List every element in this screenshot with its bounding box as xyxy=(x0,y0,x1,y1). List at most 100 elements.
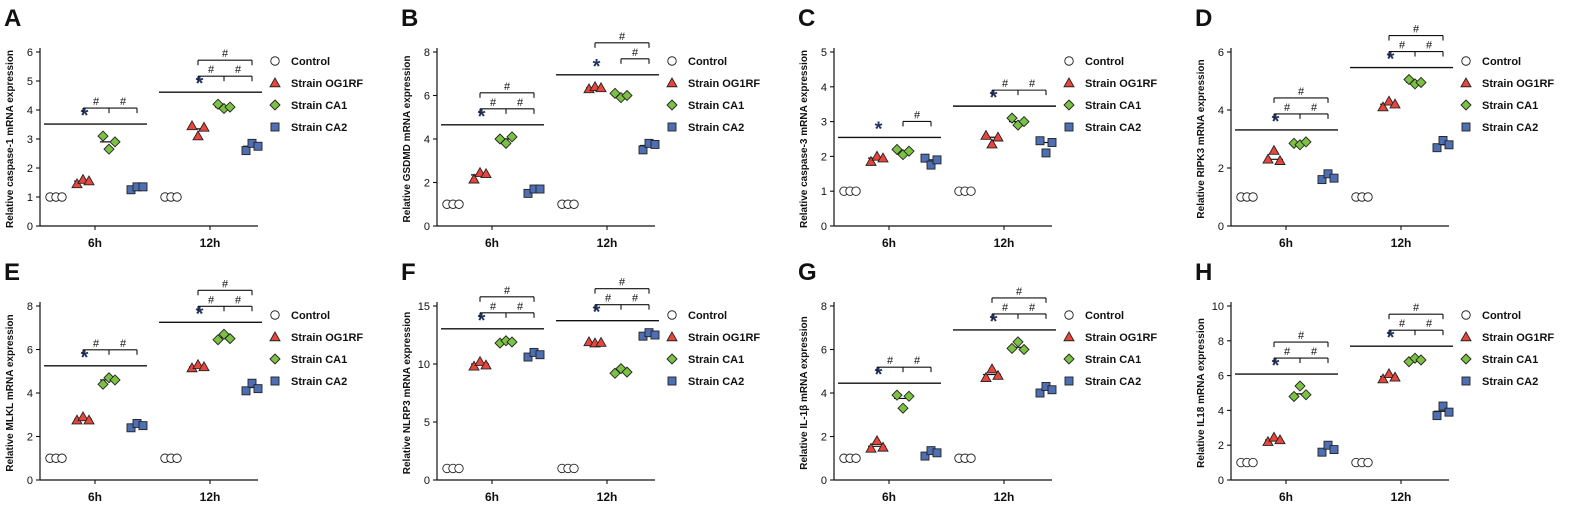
panel-A: A Relative caspase-1 mRNA expression 0 1 2 3 4… xyxy=(4,5,363,250)
hash-symbol: # xyxy=(605,293,612,305)
panel-label: H xyxy=(1195,259,1212,286)
data-point xyxy=(1432,143,1442,153)
data-point xyxy=(920,451,930,461)
y-tick-label: 8 xyxy=(1218,336,1224,348)
x-tick-label: 12h xyxy=(597,490,618,504)
data-point xyxy=(192,130,204,141)
legend-label: Control xyxy=(1085,310,1124,322)
data-point xyxy=(506,131,518,143)
hash-symbol: # xyxy=(1298,330,1305,342)
data-point xyxy=(903,390,915,402)
data-point xyxy=(992,131,1004,142)
data-point xyxy=(241,146,251,156)
data-point xyxy=(1006,112,1018,124)
y-tick-label: 6 xyxy=(821,345,827,357)
hash-symbol: # xyxy=(222,278,229,290)
y-axis-label: Relative caspase-1 mRNA expression xyxy=(5,50,16,228)
data-point xyxy=(523,352,533,362)
data-point xyxy=(57,453,67,463)
data-point xyxy=(865,442,877,453)
panel-F: F Relative NLRP3 mRNA expression 0 5 10 15 6h *… xyxy=(401,259,760,504)
legend-label: Strain OG1RF xyxy=(1482,332,1554,344)
data-point xyxy=(468,173,480,184)
hash-symbol: # xyxy=(887,355,894,367)
data-point xyxy=(1262,153,1274,164)
legend-marker xyxy=(270,122,280,132)
panel-label: C xyxy=(798,5,815,32)
data-point xyxy=(650,139,660,149)
y-axis-label: Relative IL-1β mRNA expression xyxy=(799,316,810,470)
hash-symbol: # xyxy=(1399,40,1406,52)
hash-symbol: # xyxy=(504,285,511,297)
legend-label: Control xyxy=(291,310,330,322)
hash-symbol: # xyxy=(517,97,524,109)
legend-marker xyxy=(667,122,677,132)
data-point xyxy=(83,414,95,425)
data-point xyxy=(109,374,121,386)
significance-star: * xyxy=(196,73,204,95)
data-point xyxy=(480,167,492,179)
legend-label: Strain CA2 xyxy=(688,376,744,388)
y-tick-label: 15 xyxy=(418,301,430,313)
data-point xyxy=(980,371,992,382)
data-point xyxy=(138,421,148,431)
y-axis-label: Relative MLKL mRNA expression xyxy=(5,314,16,471)
hash-symbol: # xyxy=(619,277,626,289)
legend-marker xyxy=(270,310,280,320)
hash-symbol: # xyxy=(208,64,215,76)
significance-star: * xyxy=(196,303,204,325)
legend-marker xyxy=(269,99,281,111)
y-tick-label: 4 xyxy=(27,388,33,400)
y-tick-label: 0 xyxy=(424,475,430,487)
significance-star: * xyxy=(990,311,998,333)
legend-marker xyxy=(269,331,281,342)
data-point xyxy=(1317,447,1327,457)
y-axis-label: Relative caspase-3 mRNA expression xyxy=(799,50,810,228)
legend-label: Strain OG1RF xyxy=(1085,78,1157,90)
hash-symbol: # xyxy=(120,338,127,350)
data-point xyxy=(877,152,889,163)
panel-D: D Relative RIPK3 mRNA expression 0 2 4 6 6h * # #… xyxy=(1195,5,1554,250)
y-tick-label: 4 xyxy=(821,82,827,94)
legend-marker xyxy=(667,376,677,386)
legend-marker xyxy=(1063,331,1075,342)
data-point xyxy=(980,129,992,140)
hash-symbol: # xyxy=(1426,318,1433,330)
data-point xyxy=(1274,154,1286,165)
significance-star: * xyxy=(990,87,998,109)
hash-symbol: # xyxy=(93,338,100,350)
data-point xyxy=(595,81,607,93)
legend-label: Strain OG1RF xyxy=(291,332,363,344)
data-point xyxy=(871,150,883,161)
data-point xyxy=(966,186,976,196)
data-point xyxy=(903,145,915,157)
y-tick-label: 4 xyxy=(27,105,33,117)
significance-star: * xyxy=(593,56,601,78)
panel-C: C Relative caspase-3 mRNA expression 0 1 2 3 4… xyxy=(798,5,1157,250)
x-tick-label: 12h xyxy=(200,236,221,250)
data-point xyxy=(621,89,633,102)
y-tick-label: 2 xyxy=(821,432,827,444)
data-point xyxy=(1248,457,1258,468)
legend-marker xyxy=(1460,353,1472,365)
data-point xyxy=(986,138,998,149)
data-point xyxy=(1006,342,1018,355)
legend-label: Strain CA1 xyxy=(688,100,744,112)
y-tick-label: 2 xyxy=(27,432,33,444)
legend-label: Strain CA1 xyxy=(1482,100,1538,112)
legend-label: Control xyxy=(688,56,727,68)
data-point xyxy=(1035,136,1045,146)
data-point xyxy=(1389,371,1401,382)
panel-H: H Relative IL18 mRNA expression 0 2 4 6 8 10 6h *… xyxy=(1195,259,1554,504)
y-tick-label: 10 xyxy=(418,359,430,371)
data-point xyxy=(897,402,909,414)
hash-symbol: # xyxy=(1298,86,1305,98)
y-tick-label: 1 xyxy=(821,186,827,198)
hash-symbol: # xyxy=(619,31,626,43)
data-point xyxy=(932,448,942,458)
data-point xyxy=(172,453,182,463)
data-point xyxy=(650,330,660,340)
y-tick-label: 0 xyxy=(27,221,33,233)
legend-label: Strain CA1 xyxy=(688,354,744,366)
data-point xyxy=(1012,336,1024,348)
